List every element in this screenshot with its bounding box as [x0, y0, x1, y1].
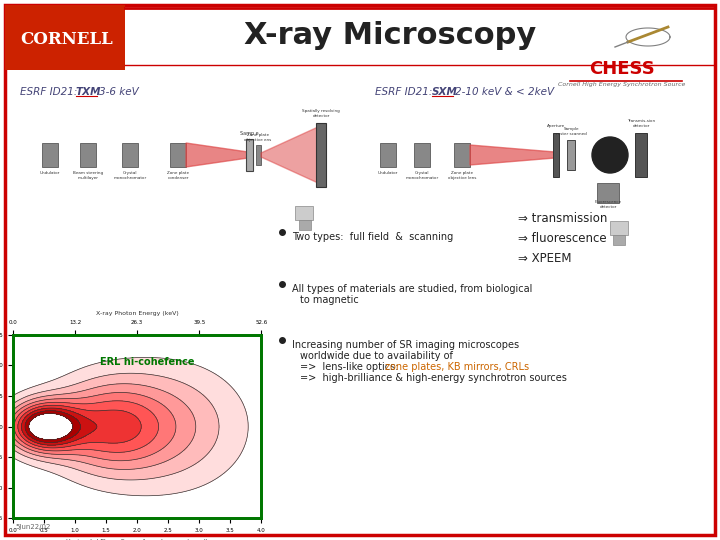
Bar [170, 143, 186, 167]
Polygon shape [261, 127, 318, 183]
Text: 5Jun22/02: 5Jun22/02 [15, 524, 50, 530]
Text: Increasing number of SR imaging microscopes: Increasing number of SR imaging microsco… [292, 340, 519, 350]
Bar [414, 143, 430, 167]
Text: All types of materials are studied, from biological: All types of materials are studied, from… [292, 284, 532, 294]
Bar [567, 140, 575, 170]
Text: CORNELL: CORNELL [20, 31, 113, 49]
Text: ⇒ XPEEM: ⇒ XPEEM [518, 252, 572, 265]
Text: worldwide due to availability of: worldwide due to availability of [300, 351, 453, 361]
Text: ERL hi-cohefence: ERL hi-cohefence [100, 357, 194, 367]
Text: Aperture: Aperture [547, 124, 565, 128]
Text: =>  lens-like optics:: => lens-like optics: [300, 362, 402, 372]
Text: SXM: SXM [432, 87, 458, 97]
Bar [613, 235, 625, 245]
Text: Sample
raster scanned: Sample raster scanned [556, 127, 586, 136]
Text: Samp e: Samp e [240, 131, 258, 136]
Text: ESRF ID21:: ESRF ID21: [375, 87, 433, 97]
Text: X-ray Microscopy: X-ray Microscopy [244, 21, 536, 50]
Text: Undulator: Undulator [378, 171, 398, 175]
Bar [299, 220, 311, 230]
Polygon shape [470, 145, 555, 165]
Bar [454, 143, 470, 167]
Bar [295, 206, 313, 220]
Bar [597, 183, 619, 203]
Text: zone plates, KB mirrors, CRLs: zone plates, KB mirrors, CRLs [384, 362, 528, 372]
Text: Fluorescence
detector: Fluorescence detector [595, 200, 621, 209]
Circle shape [592, 137, 628, 173]
Text: Zone plate
objective ens: Zone plate objective ens [244, 133, 271, 142]
Text: 2-10 keV & < 2keV: 2-10 keV & < 2keV [455, 87, 554, 97]
Bar [80, 143, 96, 167]
Text: Beam steering
multilayer: Beam steering multilayer [73, 171, 103, 180]
Text: TXM: TXM [76, 87, 102, 97]
X-axis label: X-ray Photon Energy (keV): X-ray Photon Energy (keV) [96, 310, 179, 315]
Text: Zone plate
condenser: Zone plate condenser [167, 171, 189, 180]
Bar [246, 139, 253, 171]
Bar [553, 133, 559, 177]
Text: Cornell High Energy Synchrotron Source: Cornell High Energy Synchrotron Source [558, 82, 685, 87]
Bar [316, 123, 326, 187]
Text: to magnetic: to magnetic [300, 295, 359, 305]
Bar [5, 5, 125, 70]
X-axis label: Horizontal Phase Space Acceptance p (μ.rad): Horizontal Phase Space Acceptance p (μ.r… [66, 539, 208, 540]
Text: 3-6 keV: 3-6 keV [99, 87, 139, 97]
Text: Two types:  full field  &  scanning: Two types: full field & scanning [292, 232, 454, 242]
Text: =>  high-brilliance & high-energy synchrotron sources: => high-brilliance & high-energy synchro… [300, 373, 567, 383]
Bar [380, 143, 396, 167]
Text: Crystal
monochromator: Crystal monochromator [113, 171, 147, 180]
Polygon shape [186, 143, 248, 167]
Text: Spatially resolving
detector: Spatially resolving detector [302, 110, 340, 118]
Text: Crystal
monochromator: Crystal monochromator [405, 171, 438, 180]
Bar [42, 143, 58, 167]
Text: ⇒ fluorescence: ⇒ fluorescence [518, 232, 607, 245]
Text: CHESS: CHESS [589, 60, 655, 78]
Text: Zone plate
objective lens: Zone plate objective lens [448, 171, 476, 180]
Bar [256, 145, 261, 165]
Bar [122, 143, 138, 167]
Text: Undulator: Undulator [40, 171, 60, 175]
Text: Transmis-sion
detector: Transmis-sion detector [627, 119, 655, 128]
Text: ESRF ID21:: ESRF ID21: [20, 87, 77, 97]
Bar [635, 133, 647, 177]
Text: ⇒ transmission: ⇒ transmission [518, 212, 608, 225]
Bar [610, 221, 628, 235]
